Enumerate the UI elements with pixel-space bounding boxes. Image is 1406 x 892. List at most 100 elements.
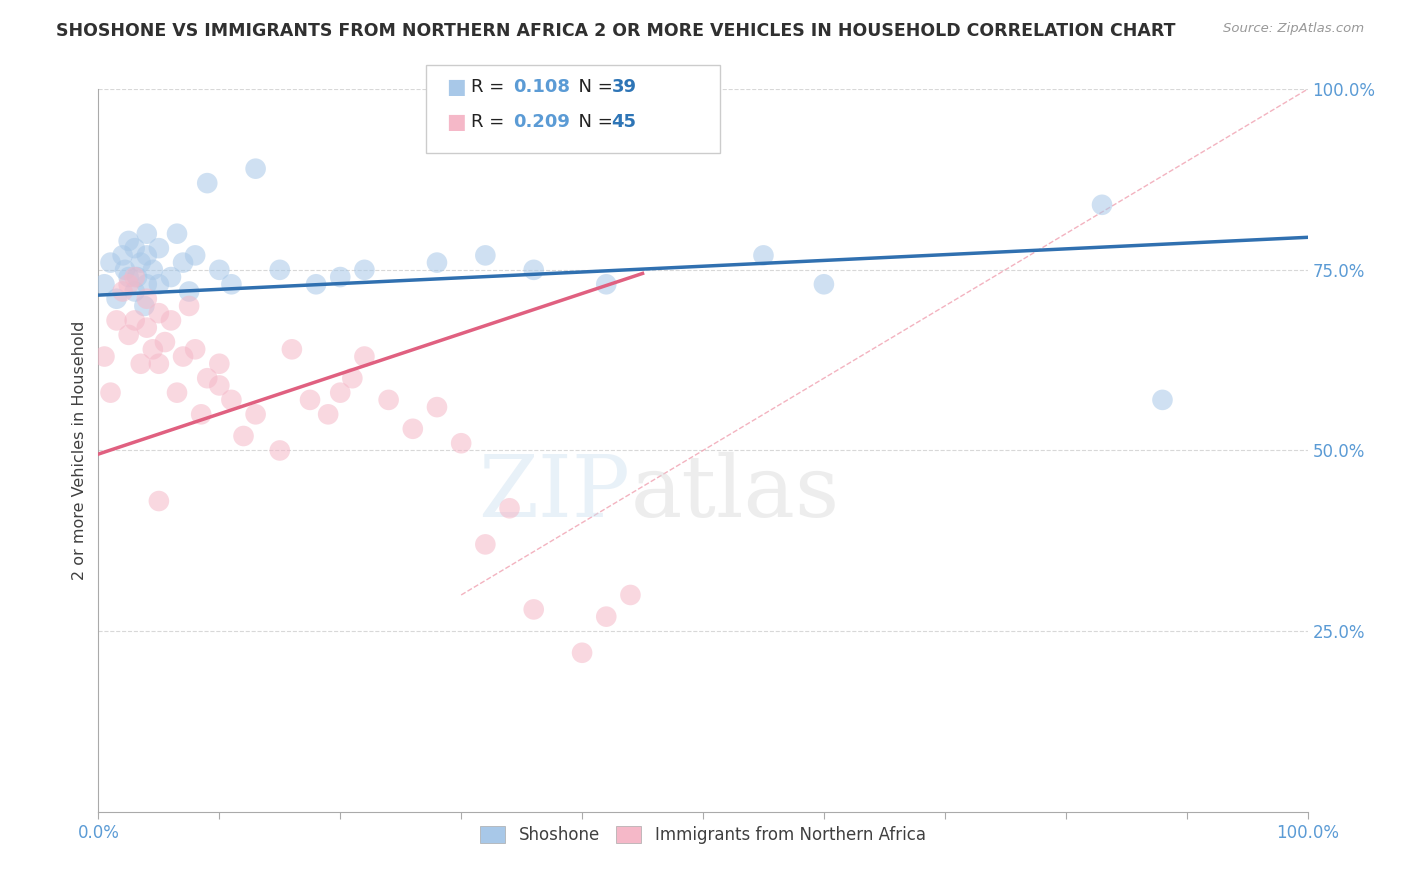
Point — [172, 350, 194, 364]
Point — [269, 262, 291, 277]
Point — [269, 443, 291, 458]
Point — [105, 313, 128, 327]
Point — [129, 255, 152, 269]
Point — [426, 255, 449, 269]
Point — [426, 400, 449, 414]
Point — [752, 248, 775, 262]
Point — [619, 588, 641, 602]
Point — [124, 241, 146, 255]
Point — [93, 277, 115, 292]
Point — [148, 277, 170, 292]
Point — [232, 429, 254, 443]
Point — [160, 270, 183, 285]
Point — [118, 270, 141, 285]
Text: 0.209: 0.209 — [513, 113, 569, 131]
Point — [571, 646, 593, 660]
Point — [127, 270, 149, 285]
Point — [190, 407, 212, 421]
Point — [118, 327, 141, 342]
Point — [498, 501, 520, 516]
Text: 45: 45 — [612, 113, 637, 131]
Point — [148, 357, 170, 371]
Text: Source: ZipAtlas.com: Source: ZipAtlas.com — [1223, 22, 1364, 36]
Point — [195, 176, 218, 190]
Point — [523, 262, 546, 277]
Point — [124, 285, 146, 299]
Point — [166, 385, 188, 400]
Point — [450, 436, 472, 450]
Point — [221, 392, 243, 407]
Point — [1152, 392, 1174, 407]
Text: 39: 39 — [612, 78, 637, 95]
Point — [208, 357, 231, 371]
Point — [100, 255, 122, 269]
Text: ZIP: ZIP — [478, 452, 630, 535]
Text: atlas: atlas — [630, 452, 839, 535]
Point — [1091, 198, 1114, 212]
Text: R =: R = — [471, 113, 510, 131]
Text: ■: ■ — [446, 112, 465, 132]
Point — [316, 407, 339, 421]
Point — [353, 350, 375, 364]
Text: SHOSHONE VS IMMIGRANTS FROM NORTHERN AFRICA 2 OR MORE VEHICLES IN HOUSEHOLD CORR: SHOSHONE VS IMMIGRANTS FROM NORTHERN AFR… — [56, 22, 1175, 40]
Point — [153, 334, 176, 349]
Point — [135, 320, 157, 334]
Point — [114, 262, 136, 277]
Point — [135, 277, 157, 292]
Point — [93, 350, 115, 364]
Point — [195, 371, 218, 385]
Point — [142, 262, 165, 277]
Point — [342, 371, 364, 385]
Text: N =: N = — [567, 78, 619, 95]
Point — [135, 248, 157, 262]
Point — [474, 537, 496, 551]
Point — [184, 343, 207, 357]
Point — [160, 313, 183, 327]
Text: R =: R = — [471, 78, 510, 95]
Point — [221, 277, 243, 292]
Point — [118, 277, 141, 292]
Point — [111, 285, 134, 299]
Point — [329, 270, 352, 285]
Point — [135, 292, 157, 306]
Point — [118, 234, 141, 248]
Point — [100, 385, 122, 400]
Point — [129, 357, 152, 371]
Legend: Shoshone, Immigrants from Northern Africa: Shoshone, Immigrants from Northern Afric… — [474, 819, 932, 850]
Point — [208, 378, 231, 392]
Point — [148, 306, 170, 320]
Point — [813, 277, 835, 292]
Point — [474, 248, 496, 262]
Text: N =: N = — [567, 113, 619, 131]
Point — [402, 422, 425, 436]
Point — [299, 392, 322, 407]
Point — [353, 262, 375, 277]
Point — [245, 407, 267, 421]
Point — [179, 299, 201, 313]
Point — [523, 602, 546, 616]
Point — [245, 161, 267, 176]
Point — [148, 494, 170, 508]
Point — [134, 299, 156, 313]
Point — [172, 255, 194, 269]
Point — [595, 277, 617, 292]
Point — [111, 248, 134, 262]
Point — [281, 343, 304, 357]
Text: 0.108: 0.108 — [513, 78, 571, 95]
Point — [329, 385, 352, 400]
Point — [595, 609, 617, 624]
Point — [166, 227, 188, 241]
Y-axis label: 2 or more Vehicles in Household: 2 or more Vehicles in Household — [72, 321, 87, 580]
Text: ■: ■ — [446, 77, 465, 96]
Point — [142, 343, 165, 357]
Point — [124, 270, 146, 285]
Point — [135, 227, 157, 241]
Point — [377, 392, 399, 407]
Point — [305, 277, 328, 292]
Point — [184, 248, 207, 262]
Point — [179, 285, 201, 299]
Point — [105, 292, 128, 306]
Point — [208, 262, 231, 277]
Point — [148, 241, 170, 255]
Point — [124, 313, 146, 327]
